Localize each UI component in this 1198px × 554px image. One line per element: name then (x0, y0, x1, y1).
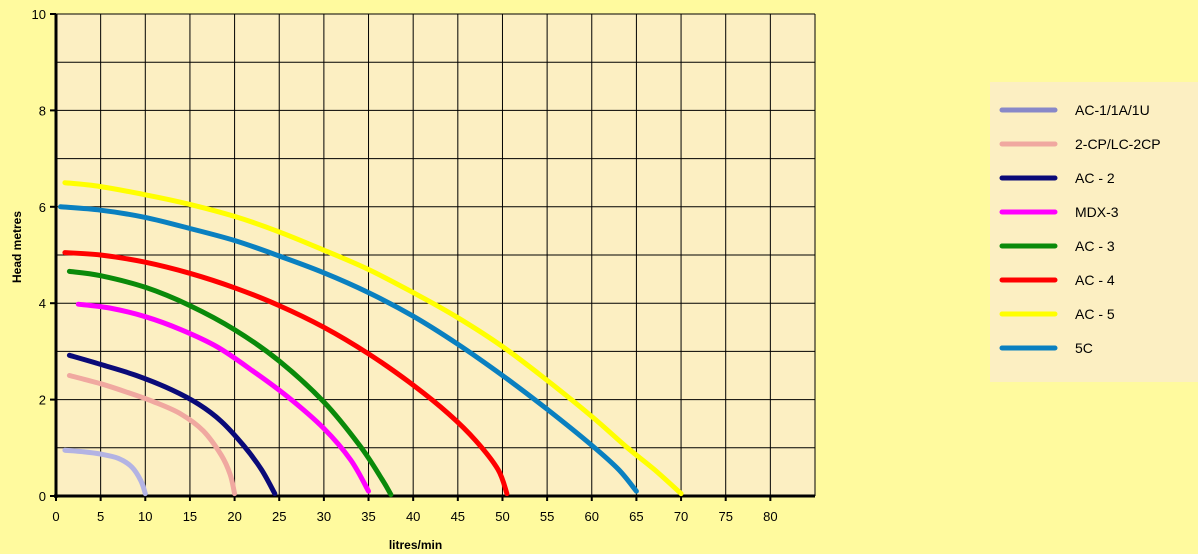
legend-label: AC - 2 (1075, 170, 1115, 186)
legend-label: 2-CP/LC-2CP (1075, 136, 1161, 152)
y-tick-label: 6 (39, 200, 46, 215)
x-tick-label: 40 (406, 509, 420, 524)
series-line-3 (75, 301, 371, 494)
x-tick-label: 0 (52, 509, 59, 524)
x-tick-label: 5 (97, 509, 104, 524)
legend-label: AC-1/1A/1U (1075, 102, 1150, 118)
legend-box (990, 82, 1198, 382)
x-tick-label: 20 (227, 509, 241, 524)
x-tick-label: 50 (495, 509, 509, 524)
y-tick-label: 0 (39, 489, 46, 504)
x-tick-label: 15 (183, 509, 197, 524)
series-line-6 (62, 180, 684, 497)
legend-label: 5C (1075, 340, 1093, 356)
grid-lines (56, 13, 816, 496)
legend-label: MDX-3 (1075, 204, 1119, 220)
legend-label: AC - 4 (1075, 272, 1115, 288)
x-tick-label: 60 (585, 509, 599, 524)
y-tick-label: 4 (39, 296, 46, 311)
series-line-2 (66, 352, 278, 497)
y-tick-label: 10 (32, 7, 46, 22)
x-tick-label: 30 (317, 509, 331, 524)
x-tick-label: 55 (540, 509, 554, 524)
series-line-1 (66, 373, 238, 497)
series-line-7 (58, 204, 639, 494)
x-axis-title: litres/min (389, 538, 442, 552)
series-line-0 (62, 447, 148, 497)
x-tick-label: 70 (674, 509, 688, 524)
x-tick-label: 45 (451, 509, 465, 524)
y-axis-title: Head metres (10, 211, 24, 283)
y-tick-label: 2 (39, 393, 46, 408)
x-tick-label: 65 (629, 509, 643, 524)
x-tick-label: 10 (138, 509, 152, 524)
legend-label: AC - 3 (1075, 238, 1115, 254)
x-tick-label: 35 (361, 509, 375, 524)
series-line-5 (62, 250, 510, 497)
series-line-4 (66, 268, 394, 498)
x-tick-label: 80 (763, 509, 777, 524)
x-tick-label: 75 (718, 509, 732, 524)
x-tick-label: 25 (272, 509, 286, 524)
y-tick-label: 8 (39, 103, 46, 118)
legend-label: AC - 5 (1075, 306, 1115, 322)
